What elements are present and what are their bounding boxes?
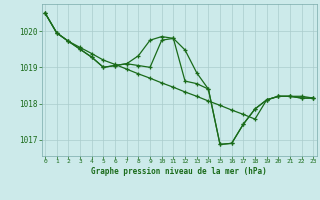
X-axis label: Graphe pression niveau de la mer (hPa): Graphe pression niveau de la mer (hPa) [91, 167, 267, 176]
